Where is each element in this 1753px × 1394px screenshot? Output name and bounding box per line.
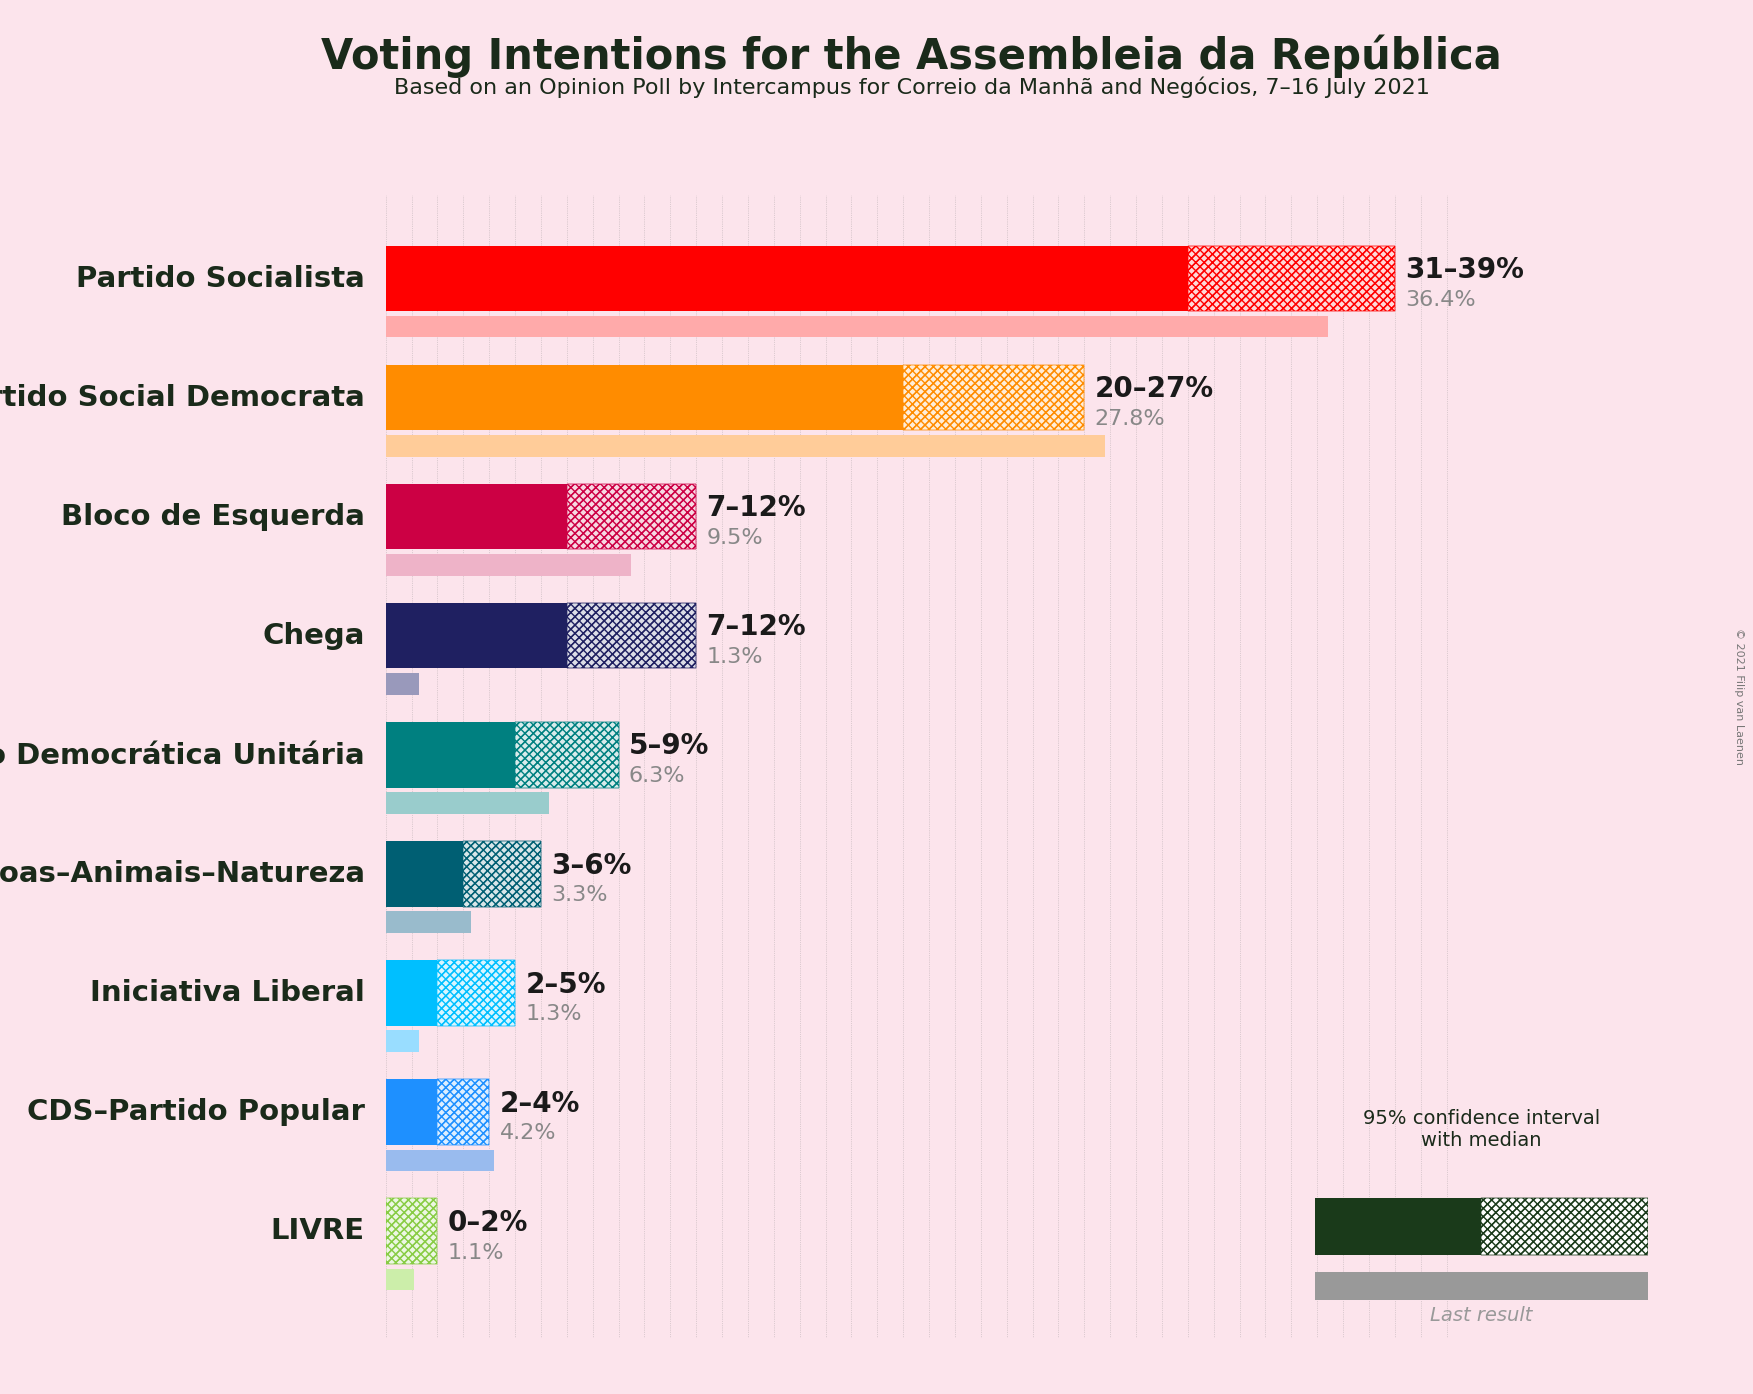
Bar [386, 1199, 438, 1264]
Text: 20–27%: 20–27% [1094, 375, 1213, 403]
Bar [386, 1199, 438, 1264]
Text: 0–2%: 0–2% [447, 1209, 528, 1236]
Bar [386, 841, 542, 906]
Text: © 2021 Filip van Laenen: © 2021 Filip van Laenen [1734, 629, 1744, 765]
Text: 2–5%: 2–5% [526, 970, 607, 998]
Bar [386, 1030, 419, 1052]
Bar [1481, 1197, 1648, 1255]
Bar [386, 960, 515, 1026]
Text: 6.3%: 6.3% [629, 767, 685, 786]
Text: 4.2%: 4.2% [500, 1124, 556, 1143]
Text: 1.3%: 1.3% [706, 647, 763, 668]
Text: LIVRE: LIVRE [270, 1217, 365, 1245]
Bar [386, 722, 619, 788]
Bar [1315, 1197, 1481, 1255]
Bar [903, 365, 1085, 431]
Text: Last result: Last result [1430, 1306, 1532, 1326]
Bar [903, 365, 1085, 431]
Bar [566, 604, 696, 669]
Bar [515, 722, 619, 788]
Bar [463, 841, 542, 906]
Bar [386, 1079, 489, 1144]
Text: Partido Socialista: Partido Socialista [75, 265, 365, 293]
Bar [438, 960, 515, 1026]
Bar [1315, 1271, 1648, 1299]
Bar [386, 673, 419, 694]
Bar [1189, 245, 1395, 311]
Bar [386, 1150, 494, 1171]
Bar [438, 1079, 489, 1144]
Bar [386, 245, 1395, 311]
Bar [386, 1199, 438, 1264]
Text: 95% confidence interval
with median: 95% confidence interval with median [1362, 1110, 1600, 1150]
Text: Partido Social Democrata: Partido Social Democrata [0, 383, 365, 411]
Text: 36.4%: 36.4% [1406, 290, 1476, 309]
Text: Voting Intentions for the Assembleia da República: Voting Intentions for the Assembleia da … [321, 35, 1502, 78]
Bar [438, 1079, 489, 1144]
Text: Iniciativa Liberal: Iniciativa Liberal [89, 979, 365, 1006]
Bar [386, 604, 696, 669]
Text: 2–4%: 2–4% [500, 1090, 580, 1118]
Bar [438, 960, 515, 1026]
Text: 3–6%: 3–6% [550, 852, 631, 880]
Bar [386, 484, 696, 549]
Text: CDS–Partido Popular: CDS–Partido Popular [26, 1098, 365, 1126]
Bar [386, 1269, 414, 1289]
Bar [903, 365, 1085, 431]
Bar [1189, 245, 1395, 311]
Bar [386, 316, 1327, 337]
Text: 5–9%: 5–9% [629, 732, 710, 761]
Bar [438, 960, 515, 1026]
Bar [1481, 1197, 1648, 1255]
Bar [566, 484, 696, 549]
Bar [438, 1079, 489, 1144]
Text: Bloco de Esquerda: Bloco de Esquerda [61, 503, 365, 531]
Bar [566, 604, 696, 669]
Text: Coligação Democrática Unitária: Coligação Democrática Unitária [0, 740, 365, 769]
Bar [1189, 245, 1395, 311]
Text: 9.5%: 9.5% [706, 528, 763, 548]
Text: 31–39%: 31–39% [1406, 256, 1523, 284]
Bar [386, 435, 1104, 456]
Bar [463, 841, 542, 906]
Bar [386, 792, 549, 814]
Bar [566, 604, 696, 669]
Text: Chega: Chega [263, 622, 365, 650]
Text: 7–12%: 7–12% [706, 613, 806, 641]
Text: 1.3%: 1.3% [526, 1004, 582, 1025]
Bar [463, 841, 542, 906]
Text: 7–12%: 7–12% [706, 495, 806, 523]
Bar [515, 722, 619, 788]
Text: 27.8%: 27.8% [1094, 408, 1166, 429]
Bar [386, 365, 1085, 431]
Text: Based on an Opinion Poll by Intercampus for Correio da Manhã and Negócios, 7–16 : Based on an Opinion Poll by Intercampus … [394, 77, 1429, 98]
Bar [386, 555, 631, 576]
Bar [386, 1199, 438, 1264]
Bar [566, 484, 696, 549]
Text: 1.1%: 1.1% [447, 1242, 505, 1263]
Bar [386, 912, 472, 933]
Bar [515, 722, 619, 788]
Text: 3.3%: 3.3% [550, 885, 608, 905]
Bar [566, 484, 696, 549]
Text: Pessoas–Animais–Natureza: Pessoas–Animais–Natureza [0, 860, 365, 888]
Bar [1481, 1197, 1648, 1255]
